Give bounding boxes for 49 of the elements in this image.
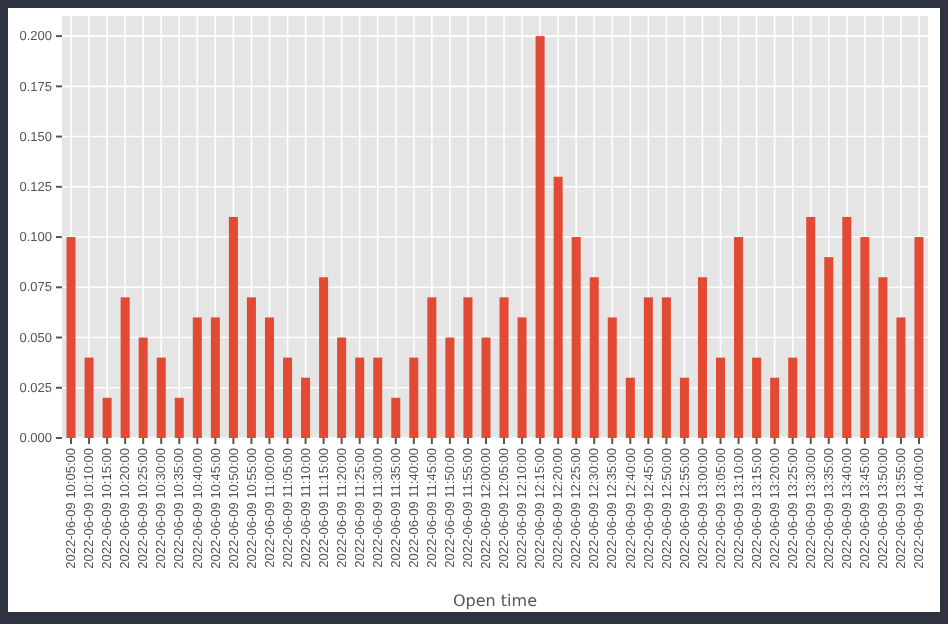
bar bbox=[246, 297, 256, 438]
bar bbox=[770, 377, 780, 438]
bar bbox=[643, 297, 653, 438]
bar bbox=[102, 397, 112, 438]
bar bbox=[156, 357, 166, 438]
bar bbox=[481, 337, 491, 438]
bar bbox=[625, 377, 635, 438]
bar bbox=[914, 237, 924, 438]
bar bbox=[896, 317, 906, 438]
bar bbox=[192, 317, 202, 438]
bar bbox=[716, 357, 726, 438]
bar bbox=[571, 237, 581, 438]
bar bbox=[607, 317, 617, 438]
bar bbox=[283, 357, 293, 438]
bar bbox=[752, 357, 762, 438]
bar bbox=[697, 277, 707, 438]
bar bbox=[120, 297, 130, 438]
bar bbox=[66, 237, 76, 438]
bar bbox=[806, 216, 816, 438]
bar bbox=[734, 237, 744, 438]
bar bbox=[860, 237, 870, 438]
x-axis-title: Open time bbox=[453, 592, 538, 610]
bar bbox=[427, 297, 437, 438]
bar bbox=[463, 297, 473, 438]
bar bbox=[499, 297, 509, 438]
bar bbox=[878, 277, 888, 438]
bar bbox=[824, 257, 834, 438]
bar bbox=[589, 277, 599, 438]
bar bbox=[788, 357, 798, 438]
bar bbox=[264, 317, 274, 438]
bar bbox=[138, 337, 148, 438]
bar bbox=[842, 216, 852, 438]
bar bbox=[355, 357, 365, 438]
bar bbox=[535, 36, 545, 438]
bar bbox=[337, 337, 347, 438]
bar bbox=[373, 357, 383, 438]
bar bbox=[445, 337, 455, 438]
bar bbox=[679, 377, 689, 438]
bar bbox=[301, 377, 311, 438]
bar bbox=[228, 216, 238, 438]
bar bbox=[174, 397, 184, 438]
bar bbox=[210, 317, 220, 438]
bar bbox=[319, 277, 329, 438]
bar bbox=[409, 357, 419, 438]
bar bbox=[553, 176, 563, 438]
bar bbox=[84, 357, 94, 438]
bar bbox=[517, 317, 527, 438]
bar bbox=[391, 397, 401, 438]
bar bbox=[661, 297, 671, 438]
